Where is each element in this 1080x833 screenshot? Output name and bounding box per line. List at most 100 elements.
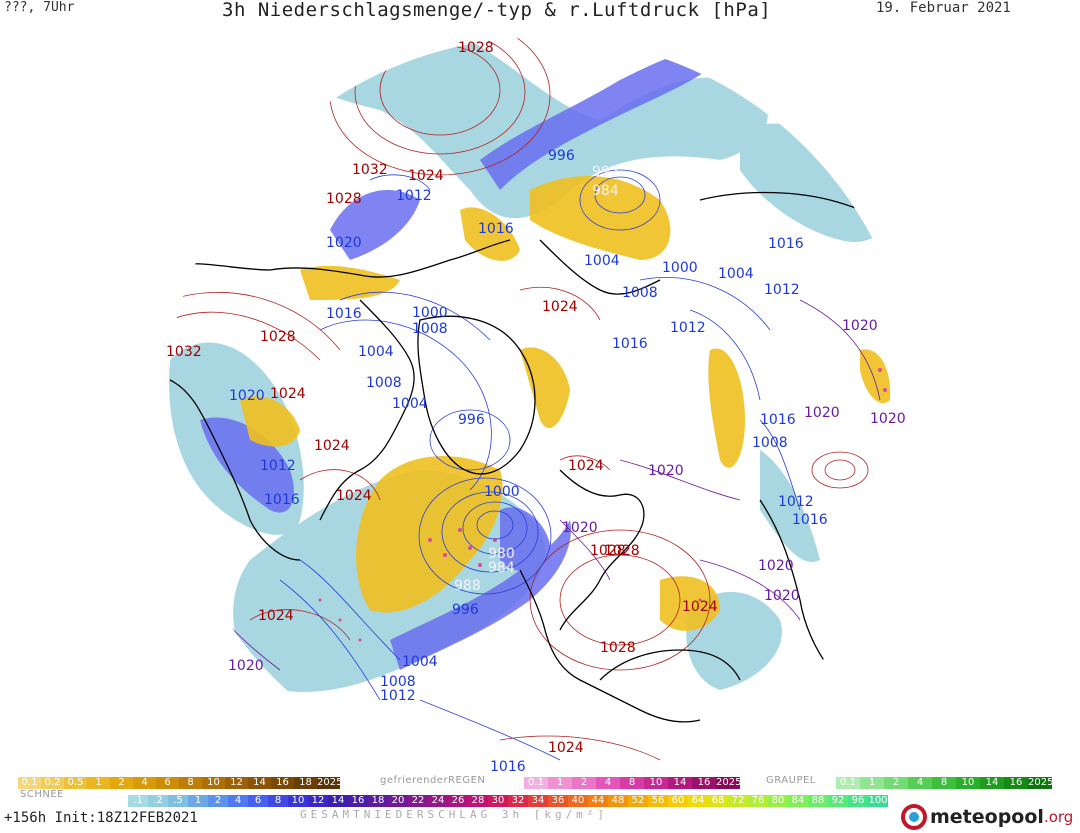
legend-cell: 16 (692, 777, 716, 789)
pressure-label: 1012 (396, 188, 432, 204)
pressure-label: 1032 (166, 344, 202, 360)
legend-cell: 4 (596, 777, 620, 789)
pressure-label: 1024 (336, 488, 372, 504)
legend-cell: 56 (648, 795, 668, 807)
graupel-legend-title: GRAUPEL (766, 775, 816, 786)
pressure-label: 1024 (548, 740, 584, 756)
meteopool-logo[interactable]: meteopool .org (898, 802, 1073, 832)
legend-cell: 60 (668, 795, 688, 807)
legend-cell: 1 (87, 777, 110, 789)
legend-cell: 1 (548, 777, 572, 789)
legend-cell: 16 (271, 777, 294, 789)
legend-cell: 48 (608, 795, 628, 807)
legend-cell: .1 (128, 795, 148, 807)
pressure-label: 1012 (778, 494, 814, 510)
pressure-label: 1020 (229, 388, 265, 404)
legend-cell: 24 (428, 795, 448, 807)
legend-cell: 52 (628, 795, 648, 807)
legend-cell: 6 (248, 795, 268, 807)
pressure-label: 1004 (358, 344, 394, 360)
map-title: 3h Niederschlagsmenge/-typ & r.Luftdruck… (222, 0, 772, 21)
legend-cell: 32 (508, 795, 528, 807)
legend-cell: 64 (688, 795, 708, 807)
legend-cell: 2 (110, 777, 133, 789)
pressure-label: 1024 (408, 168, 444, 184)
pressure-label: 1024 (314, 438, 350, 454)
legend-cell: 12 (308, 795, 328, 807)
legend-cell: 8 (620, 777, 644, 789)
legend-cell: 14 (248, 777, 271, 789)
legend-cell: 100 (868, 795, 888, 807)
pressure-label: 1016 (612, 336, 648, 352)
pressure-label: 1024 (568, 458, 604, 474)
pressure-label: 992 (592, 164, 619, 180)
legend-cell: 84 (788, 795, 808, 807)
legend-cell: 28 (468, 795, 488, 807)
weather-map: 1028 1032 1024 1028 1012 1016 1020 996 992 984 100… (163, 36, 917, 790)
pressure-label: 1000 (662, 260, 698, 276)
pressure-label: 1024 (270, 386, 306, 402)
pressure-label: 1028 (260, 329, 296, 345)
logo-brand: meteopool (930, 806, 1044, 828)
legend-cell: 0.5 (64, 777, 87, 789)
pressure-label: 1028 (326, 191, 362, 207)
map-border (163, 36, 917, 790)
legend-cell: 2025+ (317, 777, 340, 789)
pressure-label: 984 (488, 560, 515, 576)
legend-cell: .2 (148, 795, 168, 807)
legend-cell: 1 (860, 777, 884, 789)
pressure-label: 1020 (562, 520, 598, 536)
legend-cell: 18 (368, 795, 388, 807)
pressure-label: 1016 (760, 412, 796, 428)
pressure-label: 1020 (804, 405, 840, 421)
pressure-label: 1016 (768, 236, 804, 252)
pressure-label: 1028 (590, 543, 626, 559)
pressure-label: 996 (548, 148, 575, 164)
pressure-label: 1012 (380, 688, 416, 704)
legend-cell: 14 (980, 777, 1004, 789)
legend-cell: 26 (448, 795, 468, 807)
legend-cell: 8 (179, 777, 202, 789)
legend-cell: 96 (848, 795, 868, 807)
legend-cell: 68 (708, 795, 728, 807)
legend-cell: 1 (188, 795, 208, 807)
pressure-label: 1028 (458, 40, 494, 56)
pressure-label: 1024 (542, 299, 578, 315)
pressure-label: 1004 (718, 266, 754, 282)
legend-cell: 6 (156, 777, 179, 789)
pressure-label: 1020 (326, 235, 362, 251)
pressure-label: 1028 (600, 640, 636, 656)
pressure-label: 1016 (478, 221, 514, 237)
legend-cell: 40 (568, 795, 588, 807)
logo-icon (901, 804, 927, 830)
pressure-label: 988 (454, 578, 481, 594)
pressure-label: 1004 (402, 654, 438, 670)
snow-legend-title: SCHNEE (20, 789, 64, 800)
rain-area (169, 37, 888, 692)
legend-cell: 88 (808, 795, 828, 807)
pressure-label: 1024 (258, 608, 294, 624)
total-precip-legend: .1.2.5 1 2 4 6 8 10 12 14 16 18 20 22 24 26 28 30 32 34 36 4… (128, 795, 888, 807)
map-disk (169, 37, 911, 761)
pressure-labels: 1028 1032 1024 1028 1012 1016 1020 996 992 984 100… (166, 40, 906, 775)
pressure-label: 1012 (764, 282, 800, 298)
pressure-label: 1020 (870, 411, 906, 427)
pressure-label: 980 (488, 546, 515, 562)
pressure-label: 1020 (764, 588, 800, 604)
legend-cell: 0.1 (524, 777, 548, 789)
legend-cell: 76 (748, 795, 768, 807)
legend-cell: 8 (932, 777, 956, 789)
pressure-label: 1016 (792, 512, 828, 528)
forecast-date: 19. Februar 2021 (876, 0, 1011, 16)
legend-cell: 12 (225, 777, 248, 789)
legend-cell: 2 (884, 777, 908, 789)
legend-cell: 34 (528, 795, 548, 807)
legend-cell: 14 (668, 777, 692, 789)
legend-cell: 16 (348, 795, 368, 807)
pressure-label: 1008 (366, 375, 402, 391)
pressure-label: 1008 (380, 674, 416, 690)
pressure-label: 1020 (228, 658, 264, 674)
pressure-label: 1028 (604, 543, 640, 559)
legend-cell: 36 (548, 795, 568, 807)
